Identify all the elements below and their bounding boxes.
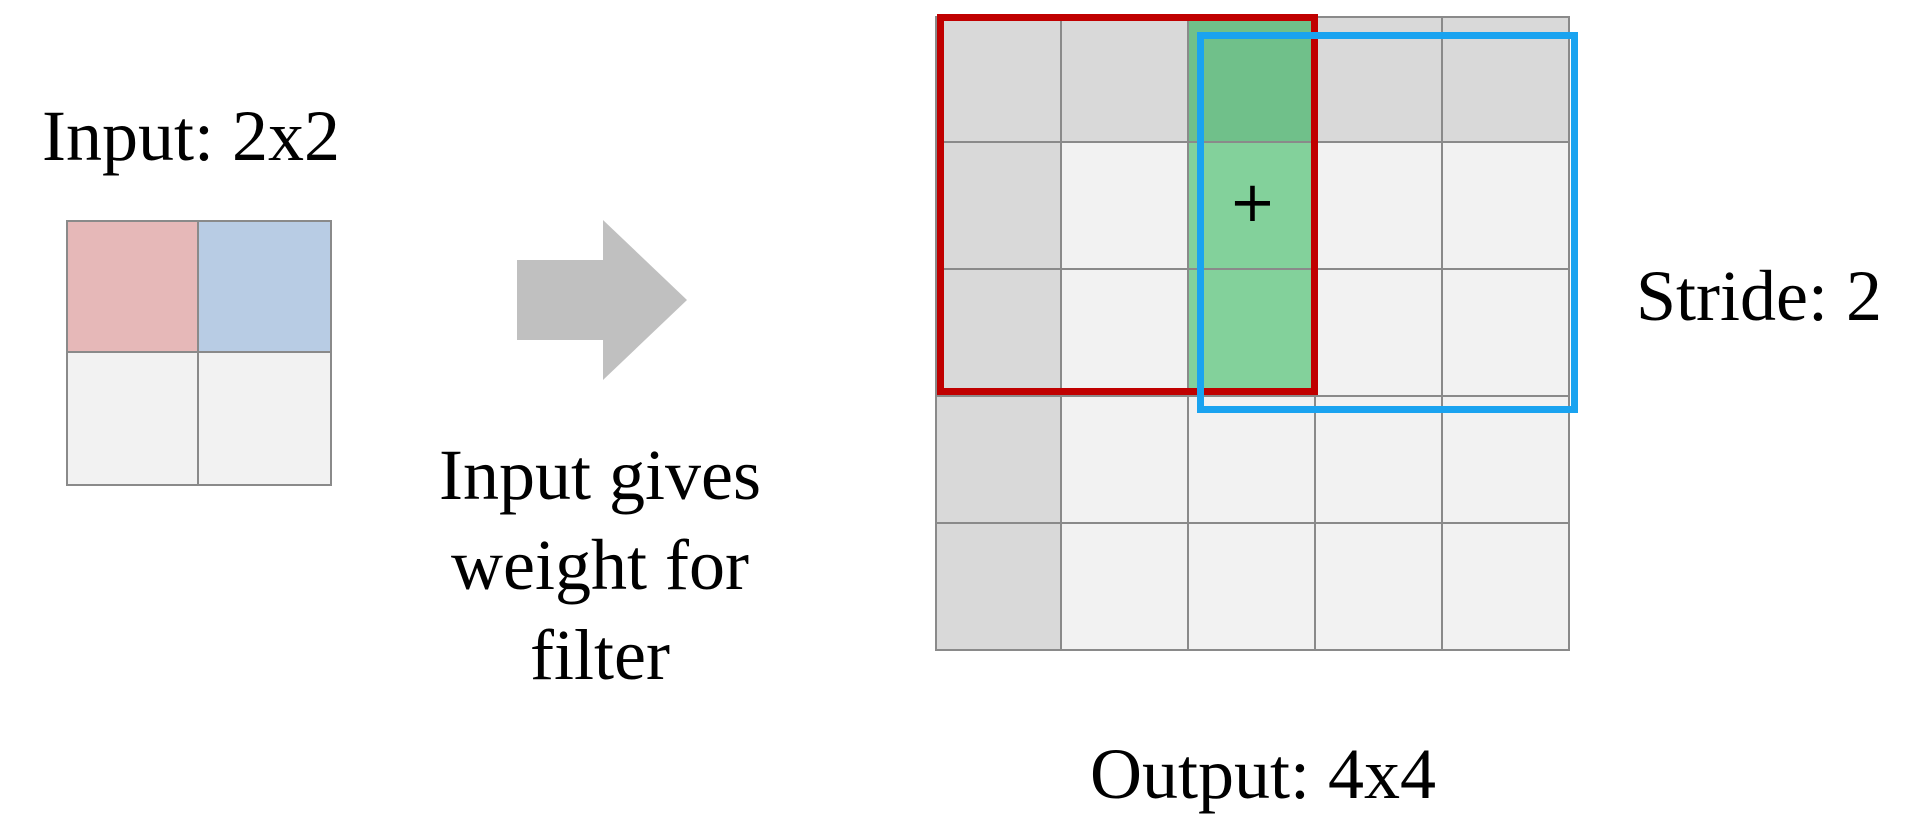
second-filter-window bbox=[1197, 32, 1578, 413]
output-cell-r1c0 bbox=[935, 141, 1062, 270]
output-cell-r3c2 bbox=[1187, 395, 1316, 524]
arrow-shape bbox=[517, 220, 687, 380]
output-cell-r3c3 bbox=[1314, 395, 1443, 524]
arrow-caption: Input gives weight for filter bbox=[439, 435, 761, 695]
output-cell-r1c4 bbox=[1441, 141, 1570, 270]
output-cell-r2c4 bbox=[1441, 268, 1570, 397]
output-cell-r1c2 bbox=[1187, 141, 1316, 270]
output-cell-r3c1 bbox=[1060, 395, 1189, 524]
output-cell-r3c4 bbox=[1441, 395, 1570, 524]
output-cell-r4c4 bbox=[1441, 522, 1570, 651]
input-cell-r1c0 bbox=[66, 351, 199, 486]
output-cell-r1c1 bbox=[1060, 141, 1189, 270]
input-cell-r0c1 bbox=[197, 220, 332, 353]
stride-label: Stride: 2 bbox=[1636, 256, 1882, 336]
output-label: Output: 4x4 bbox=[1090, 734, 1437, 814]
right-arrow-icon bbox=[517, 220, 687, 380]
output-cell-r2c1 bbox=[1060, 268, 1189, 397]
input-grid bbox=[66, 220, 332, 486]
input-cell-r0c0 bbox=[66, 220, 199, 353]
output-grid: + bbox=[935, 14, 1578, 651]
output-cell-r4c0 bbox=[935, 522, 1062, 651]
output-cell-r4c1 bbox=[1060, 522, 1189, 651]
input-label: Input: 2x2 bbox=[42, 96, 340, 176]
output-cell-r3c0 bbox=[935, 395, 1062, 524]
output-cell-r0c1 bbox=[1060, 16, 1189, 143]
input-cell-r1c1 bbox=[197, 351, 332, 486]
output-cell-r2c2 bbox=[1187, 268, 1316, 397]
output-cell-r4c3 bbox=[1314, 522, 1443, 651]
output-cell-r4c2 bbox=[1187, 522, 1316, 651]
first-filter-window bbox=[937, 14, 1318, 395]
overlap-plus-sign: + bbox=[1229, 170, 1276, 235]
